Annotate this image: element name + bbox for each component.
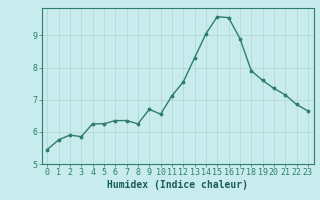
X-axis label: Humidex (Indice chaleur): Humidex (Indice chaleur): [107, 180, 248, 190]
